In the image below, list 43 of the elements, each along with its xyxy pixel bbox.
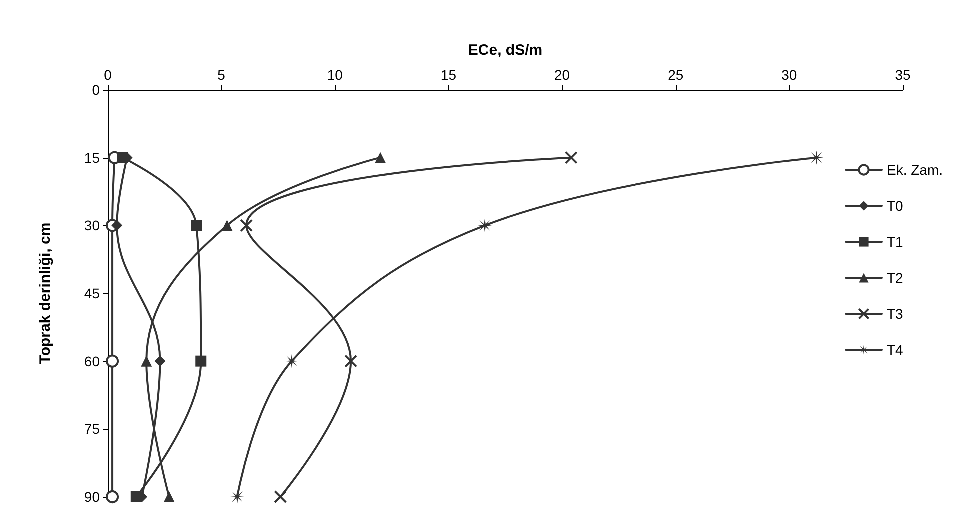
- point: [106, 354, 120, 368]
- legend-label: T1: [886, 234, 904, 250]
- legend-label: T2: [886, 270, 904, 286]
- y-tick-label: 60: [84, 353, 100, 370]
- point: [112, 220, 123, 232]
- point: [564, 151, 578, 164]
- point: [478, 218, 492, 233]
- y-tick-label: 90: [84, 489, 100, 505]
- y-tick-label: 45: [84, 286, 100, 302]
- x-tick-label: 20: [554, 67, 570, 83]
- point: [230, 490, 244, 504]
- point: [222, 220, 233, 232]
- legend-label: T3: [886, 306, 904, 322]
- y-tick-label: 15: [84, 150, 100, 166]
- point: [284, 354, 299, 368]
- x-axis-title: ECe, dS/m: [468, 42, 543, 59]
- point: [106, 490, 120, 504]
- point: [154, 356, 166, 367]
- x-tick-label: 35: [895, 67, 911, 83]
- point: [274, 490, 288, 504]
- point: [375, 152, 386, 164]
- x-tick-label: 0: [104, 67, 112, 83]
- point: [164, 492, 175, 502]
- point: [240, 219, 254, 232]
- y-tick-label: 0: [92, 82, 100, 98]
- y-tick-label: 30: [84, 218, 100, 234]
- point: [196, 356, 207, 367]
- legend-label: T0: [886, 198, 904, 214]
- point: [344, 354, 358, 368]
- legend-label: T4: [886, 342, 904, 358]
- x-tick-label: 30: [782, 67, 798, 83]
- y-axis-title: Toprak derinliği, cm: [37, 222, 54, 364]
- x-tick-label: 5: [218, 67, 226, 83]
- x-tick-label: 15: [440, 67, 457, 83]
- x-tick-label: 10: [327, 67, 344, 83]
- y-tick-label: 75: [84, 421, 100, 438]
- legend-label: Ek. Zam.: [886, 162, 944, 178]
- point: [141, 356, 152, 367]
- point: [810, 150, 824, 165]
- point: [191, 220, 202, 232]
- x-tick-label: 25: [668, 67, 684, 83]
- point: [117, 152, 128, 164]
- point: [130, 492, 142, 502]
